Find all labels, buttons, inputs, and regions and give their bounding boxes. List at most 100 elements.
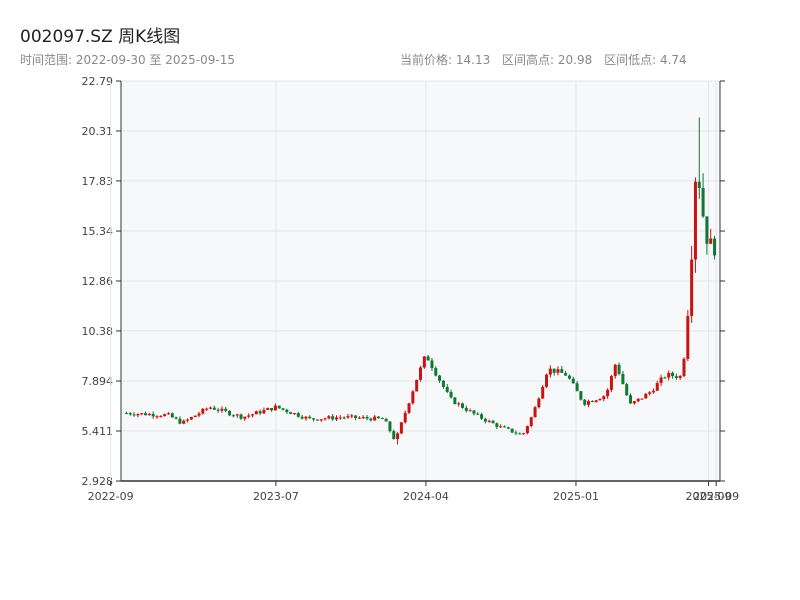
candle-body	[350, 415, 354, 417]
stats-bar: 当前价格: 14.13 区间高点: 20.98 区间低点: 4.74	[400, 51, 695, 68]
candle-body	[606, 389, 610, 397]
period-low-stat: 区间低点: 4.74	[604, 53, 687, 67]
candle-body	[438, 375, 442, 381]
candle-body	[457, 403, 461, 405]
candle-body	[705, 216, 709, 244]
candle-body	[315, 419, 319, 421]
candle-body	[464, 407, 468, 411]
candle-body	[659, 377, 663, 384]
y-tick-label: 17.83	[82, 175, 114, 188]
candle-body	[235, 414, 239, 416]
candle-body	[499, 426, 503, 428]
candle-body	[587, 401, 591, 405]
candle-body	[602, 396, 606, 400]
candle-body	[629, 395, 633, 404]
candle-body	[369, 418, 373, 421]
candle-body	[636, 398, 640, 402]
candle-body	[224, 408, 228, 411]
candle-body	[304, 416, 308, 419]
candle-body	[193, 415, 197, 418]
candle-body	[300, 416, 304, 419]
candle-body	[567, 375, 571, 379]
candle-body	[541, 386, 545, 399]
candle-body	[522, 433, 526, 435]
candle-body	[533, 407, 537, 418]
candle-body	[415, 379, 419, 392]
x-tick-label: 2022-09	[88, 490, 134, 503]
candle-body	[197, 413, 201, 416]
candle-body	[292, 413, 296, 415]
candle-body	[384, 418, 388, 422]
candle-body	[296, 413, 300, 417]
y-tick-label: 12.86	[82, 275, 114, 288]
candle-body	[308, 416, 312, 419]
candle-body	[674, 376, 678, 378]
candle-body	[159, 416, 163, 418]
y-tick-label: 10.38	[82, 325, 114, 338]
candle-body	[472, 410, 476, 414]
y-tick-label: 15.34	[82, 225, 114, 238]
candle-body	[476, 413, 480, 415]
candle-body	[583, 399, 587, 405]
candle-body	[155, 416, 159, 418]
candle-body	[434, 368, 438, 376]
candle-body	[392, 431, 396, 440]
candle-body	[178, 418, 182, 424]
candle-body	[205, 408, 209, 410]
candle-body	[273, 405, 277, 411]
candle-body	[262, 409, 266, 414]
candle-body	[163, 414, 167, 417]
candle-body	[208, 407, 212, 409]
candle-body	[709, 238, 713, 244]
candle-body	[422, 356, 426, 368]
x-tick-label: 2025-01	[553, 490, 599, 503]
candle-body	[449, 391, 453, 398]
candle-body	[319, 419, 323, 421]
candle-body	[560, 369, 564, 373]
candle-body	[682, 358, 686, 377]
candle-body	[510, 428, 514, 433]
candle-body	[518, 433, 522, 435]
candle-body	[250, 414, 254, 416]
candle-body	[663, 377, 667, 379]
candle-body	[342, 417, 346, 419]
candle-body	[327, 416, 331, 419]
candle-body	[545, 374, 549, 387]
candle-body	[487, 420, 491, 422]
candle-body	[575, 383, 579, 392]
candle-body	[407, 403, 411, 413]
candle-body	[590, 401, 594, 403]
candle-body	[147, 413, 151, 416]
candle-body	[453, 397, 457, 405]
candle-body	[403, 412, 407, 423]
y-tick-label: 5.411	[82, 425, 114, 438]
candle-body	[186, 419, 190, 421]
candle-body	[640, 398, 644, 400]
candle-body	[312, 418, 316, 420]
candle-body	[220, 408, 224, 411]
candle-body	[128, 413, 132, 415]
candle-body	[644, 393, 648, 399]
candle-body	[357, 417, 361, 419]
candle-body	[212, 407, 216, 410]
candle-body	[182, 420, 186, 424]
candle-body	[354, 415, 358, 418]
candle-body	[426, 356, 430, 361]
x-tick-label: 2023-07	[253, 490, 299, 503]
candle-body	[537, 398, 541, 408]
candle-body	[701, 187, 705, 217]
candle-body	[491, 420, 495, 424]
candle-body	[571, 378, 575, 384]
candle-body	[594, 400, 598, 402]
candle-body	[281, 408, 285, 410]
candle-body	[174, 417, 178, 419]
candle-body	[609, 376, 613, 390]
candle-body	[598, 399, 602, 401]
candle-body	[136, 414, 140, 416]
candle-body	[334, 417, 338, 420]
candle-body	[621, 373, 625, 385]
candle-body	[503, 426, 507, 428]
candle-body	[243, 416, 247, 419]
candle-body	[124, 413, 128, 415]
